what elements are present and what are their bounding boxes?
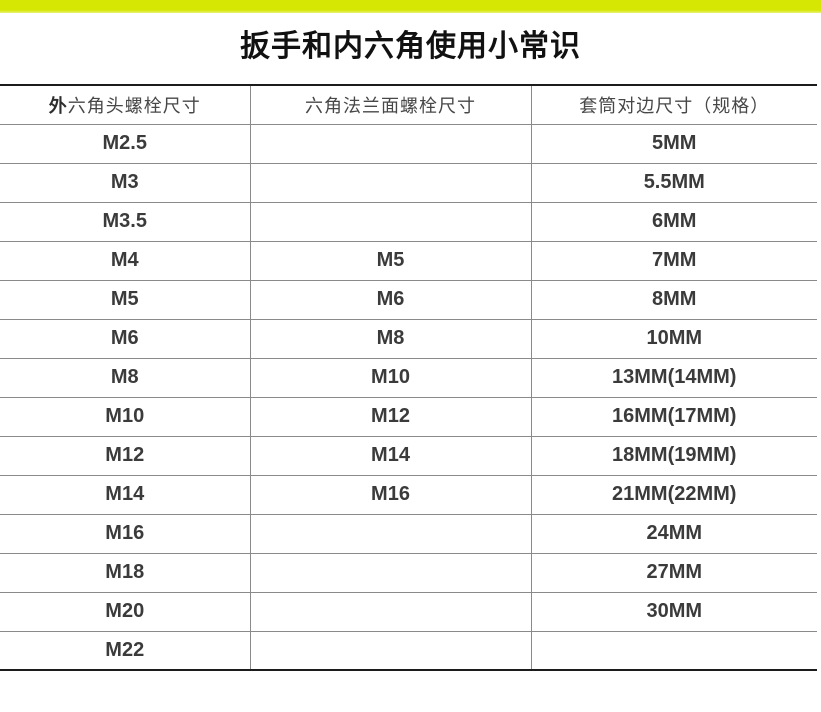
table-cell: M10 xyxy=(249,357,532,398)
table-cell xyxy=(249,591,532,632)
table-cell: M14 xyxy=(249,435,532,476)
table-cell: M5 xyxy=(0,279,251,320)
table-row: M4 M5 7MM xyxy=(0,240,817,281)
column-header-hex-head-bolt: 外六角头螺栓尺寸 xyxy=(0,84,251,125)
table-cell: M18 xyxy=(0,552,251,593)
table-cell: M22 xyxy=(0,630,251,671)
table-cell: M20 xyxy=(0,591,251,632)
table-cell: 21MM(22MM) xyxy=(530,474,817,515)
table-row: M8 M10 13MM(14MM) xyxy=(0,357,817,398)
table-cell xyxy=(249,162,532,203)
table-cell: M12 xyxy=(0,435,251,476)
table-cell: M8 xyxy=(249,318,532,359)
table-cell xyxy=(249,552,532,593)
table-cell: 30MM xyxy=(530,591,817,632)
table-row: M2.5 5MM xyxy=(0,123,817,164)
accent-top-bar xyxy=(0,0,821,13)
table-cell: 18MM(19MM) xyxy=(530,435,817,476)
column-header-hex-flange-bolt: 六角法兰面螺栓尺寸 xyxy=(249,84,532,125)
table-cell xyxy=(249,123,532,164)
table-cell: M8 xyxy=(0,357,251,398)
table-row: M5 M6 8MM xyxy=(0,279,817,320)
bolt-size-table: 外六角头螺栓尺寸 六角法兰面螺栓尺寸 套筒对边尺寸（规格） M2.5 5MM M3 5… xyxy=(0,84,817,671)
table-cell: M14 xyxy=(0,474,251,515)
table-cell: M16 xyxy=(249,474,532,515)
table-cell: M6 xyxy=(249,279,532,320)
table-row: M10 M12 16MM(17MM) xyxy=(0,396,817,437)
table-cell: M12 xyxy=(249,396,532,437)
table-row: M20 30MM xyxy=(0,591,817,632)
table-header-row: 外六角头螺栓尺寸 六角法兰面螺栓尺寸 套筒对边尺寸（规格） xyxy=(0,84,817,125)
table-cell: M2.5 xyxy=(0,123,251,164)
table-body: M2.5 5MM M3 5.5MM M3.5 6MM M4 M5 7MM M5 M6 8MM M6 M8 1… xyxy=(0,123,817,671)
table-cell: 27MM xyxy=(530,552,817,593)
table-row: M14 M16 21MM(22MM) xyxy=(0,474,817,515)
table-cell xyxy=(530,630,817,671)
table-cell: 5.5MM xyxy=(530,162,817,203)
table-row: M3.5 6MM xyxy=(0,201,817,242)
table-header: 外六角头螺栓尺寸 六角法兰面螺栓尺寸 套筒对边尺寸（规格） xyxy=(0,84,817,125)
column-header-socket-size: 套筒对边尺寸（规格） xyxy=(530,84,817,125)
table-cell xyxy=(249,630,532,671)
page-title: 扳手和内六角使用小常识 xyxy=(240,30,581,63)
table-row: M18 27MM xyxy=(0,552,817,593)
table-row: M6 M8 10MM xyxy=(0,318,817,359)
table-row: M3 5.5MM xyxy=(0,162,817,203)
table-cell xyxy=(249,513,532,554)
table-cell: 7MM xyxy=(530,240,817,281)
table-cell: M4 xyxy=(0,240,251,281)
table-cell: M10 xyxy=(0,396,251,437)
table-cell: 13MM(14MM) xyxy=(530,357,817,398)
table-row: M16 24MM xyxy=(0,513,817,554)
table-cell: M3.5 xyxy=(0,201,251,242)
table-cell: 6MM xyxy=(530,201,817,242)
table-cell: 5MM xyxy=(530,123,817,164)
table-cell: M6 xyxy=(0,318,251,359)
table-cell: 8MM xyxy=(530,279,817,320)
table-cell: 10MM xyxy=(530,318,817,359)
table-cell: M5 xyxy=(249,240,532,281)
table-cell: 16MM(17MM) xyxy=(530,396,817,437)
table-row: M12 M14 18MM(19MM) xyxy=(0,435,817,476)
table-cell: M3 xyxy=(0,162,251,203)
table-cell: M16 xyxy=(0,513,251,554)
table-cell: 24MM xyxy=(530,513,817,554)
table-row: M22 xyxy=(0,630,817,671)
table-cell xyxy=(249,201,532,242)
